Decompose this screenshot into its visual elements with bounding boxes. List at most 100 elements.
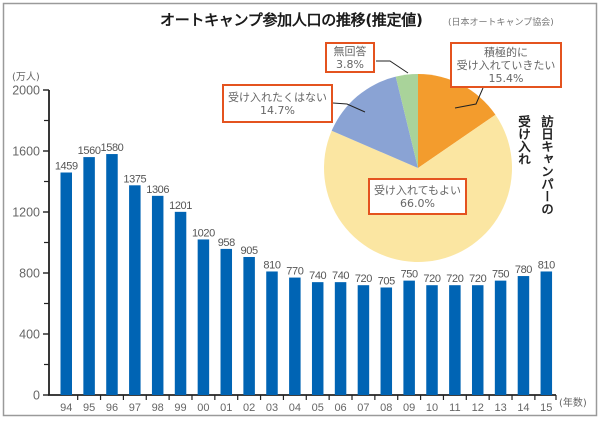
bar-05 bbox=[311, 282, 324, 395]
callout-positive: 積極的に 受け入れていきたい 15.4% bbox=[450, 42, 562, 88]
callout-value: 14.7% bbox=[260, 103, 295, 117]
leader-line-no-answer bbox=[376, 60, 409, 74]
bar-10 bbox=[426, 285, 438, 395]
callout-value: 66.0% bbox=[400, 196, 435, 210]
pie-title: 訪日キャンパーの 受け入れ bbox=[512, 115, 558, 215]
pie-title-line-2: 受け入れ bbox=[516, 115, 531, 165]
y-tick-label: 800 bbox=[19, 267, 40, 281]
callout-value: 15.4% bbox=[488, 71, 524, 85]
bar-data-label: 720 bbox=[469, 273, 486, 285]
bar-09 bbox=[403, 280, 415, 395]
bar-data-label: 1459 bbox=[55, 161, 78, 173]
bar-data-label: 958 bbox=[218, 237, 235, 249]
callout-label: 受け入れたくはない bbox=[228, 90, 327, 104]
bar-14 bbox=[517, 276, 530, 395]
x-tick-label: 02 bbox=[243, 402, 255, 414]
x-tick-label: 03 bbox=[266, 402, 278, 414]
x-tick-label: 05 bbox=[312, 402, 324, 414]
x-tick-label: 09 bbox=[403, 402, 415, 414]
x-tick-label: 00 bbox=[197, 402, 209, 414]
callout-label-line-2: 受け入れていきたい bbox=[456, 58, 556, 72]
bar-data-label: 740 bbox=[332, 270, 349, 282]
bar-99 bbox=[174, 211, 187, 395]
bar-04 bbox=[289, 277, 301, 395]
y-tick-label: 1600 bbox=[12, 145, 40, 159]
bar-97 bbox=[129, 185, 141, 395]
bar-data-label: 780 bbox=[515, 264, 532, 276]
bar-data-label: 750 bbox=[401, 269, 418, 281]
bar-01 bbox=[220, 248, 233, 395]
x-tick-label: 14 bbox=[517, 402, 529, 414]
bar-08 bbox=[380, 287, 393, 395]
x-tick-label: 06 bbox=[334, 402, 346, 414]
bar-98 bbox=[151, 195, 164, 395]
bar-data-label: 770 bbox=[286, 266, 303, 278]
x-tick-label: 99 bbox=[174, 402, 186, 414]
bar-data-label: 720 bbox=[423, 273, 440, 285]
bar-data-label: 720 bbox=[355, 273, 372, 285]
chart-source: (日本オートキャンプ協会) bbox=[448, 18, 554, 28]
bar-data-label: 705 bbox=[378, 275, 395, 287]
x-tick-label: 10 bbox=[426, 402, 438, 414]
bar-96 bbox=[106, 154, 118, 395]
x-axis-unit-label: (年数) bbox=[559, 398, 587, 409]
x-tick-label: 98 bbox=[152, 402, 164, 414]
bar-data-label: 1580 bbox=[101, 142, 124, 154]
x-tick-label: 07 bbox=[357, 402, 369, 414]
callout-value: 3.8% bbox=[336, 57, 364, 71]
bar-13 bbox=[494, 280, 507, 395]
bar-07 bbox=[357, 285, 370, 395]
bar-data-label: 1375 bbox=[123, 173, 146, 185]
chart-title: オートキャンプ参加人口の推移(推定値) bbox=[160, 11, 423, 29]
pie-chart bbox=[324, 74, 513, 263]
x-tick-label: 97 bbox=[129, 402, 141, 414]
bar-data-label: 810 bbox=[538, 259, 555, 271]
pie-title-line-1: 訪日キャンパーの bbox=[539, 115, 554, 215]
y-tick-label: 0 bbox=[33, 389, 40, 403]
bar-data-label: 1306 bbox=[146, 184, 169, 196]
bar-06 bbox=[334, 282, 347, 395]
x-tick-label: 94 bbox=[60, 402, 72, 414]
pie-slice-negative bbox=[331, 76, 418, 168]
x-tick-label: 11 bbox=[449, 402, 460, 414]
y-tick-label: 400 bbox=[19, 328, 40, 342]
bar-data-label: 1560 bbox=[78, 145, 101, 157]
x-tick-label: 15 bbox=[540, 402, 552, 414]
pie-slice-no-answer bbox=[395, 74, 418, 168]
bar-11 bbox=[449, 285, 461, 395]
bar-02 bbox=[243, 256, 255, 395]
bar-00 bbox=[197, 239, 210, 395]
bar-94 bbox=[60, 172, 72, 395]
bar-data-label: 720 bbox=[446, 273, 463, 285]
callout-label: 受け入れてもよい bbox=[373, 183, 462, 197]
callout-negative: 受け入れたくはない 14.7% bbox=[222, 84, 333, 123]
chart-frame bbox=[2, 2, 598, 417]
x-tick-label: 13 bbox=[494, 402, 506, 414]
bar-data-label: 810 bbox=[263, 259, 280, 271]
bar-15 bbox=[540, 271, 553, 395]
bar-chart-labels: 0400800120016002000145994156095158096137… bbox=[12, 84, 555, 415]
pie-slice-positive bbox=[418, 74, 496, 168]
bar-03 bbox=[266, 271, 278, 395]
bar-95 bbox=[83, 157, 95, 395]
x-tick-label: 12 bbox=[472, 402, 484, 414]
bar-12 bbox=[471, 285, 484, 395]
callout-label: 無回答 bbox=[333, 44, 367, 58]
bar-data-label: 1201 bbox=[169, 200, 192, 212]
x-tick-label: 08 bbox=[380, 402, 392, 414]
x-tick-label: 95 bbox=[83, 402, 95, 414]
x-tick-label: 01 bbox=[220, 402, 232, 414]
bar-data-label: 1020 bbox=[192, 227, 215, 239]
y-axis-unit-label: (万人) bbox=[12, 72, 40, 83]
bar-chart-bars bbox=[60, 154, 553, 395]
bar-data-label: 740 bbox=[309, 270, 326, 282]
x-tick-label: 96 bbox=[106, 402, 118, 414]
bar-data-label: 750 bbox=[492, 269, 509, 281]
y-tick-label: 2000 bbox=[12, 84, 40, 98]
callout-no-answer: 無回答 3.8% bbox=[325, 42, 375, 73]
y-tick-label: 1200 bbox=[12, 206, 40, 220]
x-tick-label: 04 bbox=[289, 402, 301, 414]
leader-line-positive bbox=[454, 87, 484, 109]
